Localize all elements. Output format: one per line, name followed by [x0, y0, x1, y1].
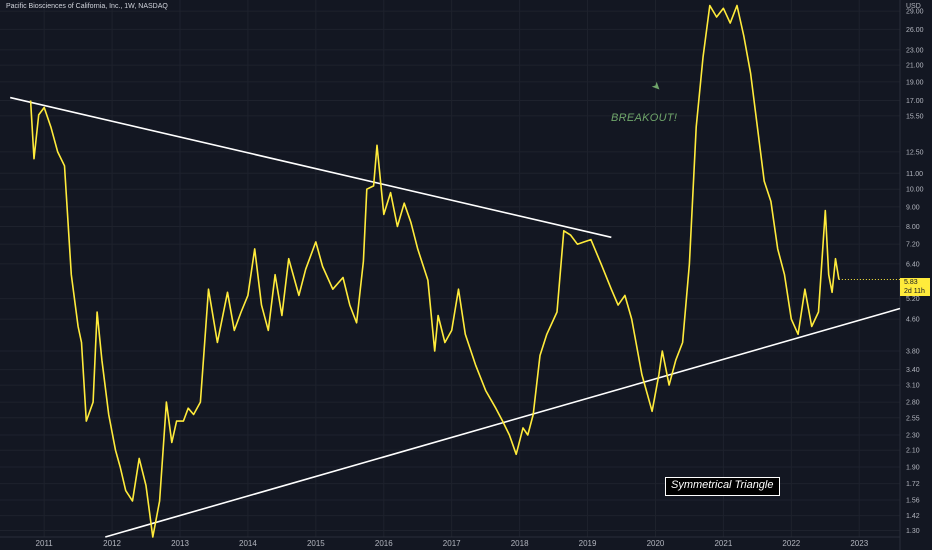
- y-tick-label: 1.30: [906, 528, 920, 535]
- x-tick-label: 2014: [239, 539, 257, 548]
- x-tick-label: 2020: [647, 539, 665, 548]
- y-tick-label: 8.00: [906, 224, 920, 231]
- x-tick-label: 2015: [307, 539, 325, 548]
- y-tick-label: 12.50: [906, 149, 924, 156]
- trendlines: [10, 96, 901, 538]
- symbol-title[interactable]: Pacific Biosciences of California, Inc.,…: [6, 3, 168, 10]
- y-tick-label: 3.80: [906, 349, 920, 356]
- y-tick-label: 21.00: [906, 63, 924, 70]
- y-axis: 29.00 26.00 23.00 21.00 19.00 17.00 15.50 12.50…: [906, 9, 924, 535]
- descending-trendline[interactable]: [10, 96, 612, 239]
- y-tick-label: 2.55: [906, 415, 920, 422]
- y-tick-label: 7.20: [906, 242, 920, 249]
- breakout-annotation[interactable]: BREAKOUT!: [611, 112, 678, 124]
- x-tick-label: 2021: [714, 539, 732, 548]
- y-tick-label: 3.40: [906, 367, 920, 374]
- y-tick-label: 1.90: [906, 464, 920, 471]
- y-tick-label: 4.60: [906, 317, 920, 324]
- y-tick-label: 26.00: [906, 27, 924, 34]
- y-tick-label: 1.42: [906, 513, 920, 520]
- x-tick-label: 2011: [36, 539, 54, 548]
- bar-countdown: 2d 11h: [904, 287, 925, 295]
- x-tick-label: 2017: [443, 539, 461, 548]
- x-tick-label: 2022: [782, 539, 800, 548]
- y-tick-label: 5.20: [906, 296, 920, 303]
- x-tick-label: 2018: [511, 539, 529, 548]
- last-price-badge: 5.83 2d 11h: [900, 278, 930, 296]
- y-tick-label: 17.00: [906, 98, 924, 105]
- y-tick-label: 6.40: [906, 261, 920, 268]
- pattern-label[interactable]: Symmetrical Triangle: [665, 477, 780, 496]
- y-tick-label: 2.30: [906, 433, 920, 440]
- y-tick-label: 23.00: [906, 47, 924, 54]
- gridlines: [0, 0, 901, 550]
- x-tick-label: 2023: [850, 539, 868, 548]
- y-tick-label: 2.10: [906, 448, 920, 455]
- y-tick-label: 15.50: [906, 113, 924, 120]
- x-axis: 2011 2012 2013 2014 2015 2016 2017 2018 2019 2020…: [36, 539, 869, 548]
- y-tick-label: 19.00: [906, 79, 924, 86]
- last-price: 5.83: [904, 279, 918, 286]
- y-tick-label: 2.80: [906, 400, 920, 407]
- y-tick-label: 1.56: [906, 497, 920, 504]
- y-tick-label: 3.10: [906, 383, 920, 390]
- price-line[interactable]: [29, 4, 840, 538]
- x-tick-label: 2013: [171, 539, 189, 548]
- currency-label: USD: [906, 3, 921, 10]
- x-tick-label: 2019: [579, 539, 597, 548]
- y-tick-label: 1.72: [906, 481, 920, 488]
- price-series: [29, 4, 900, 538]
- y-tick-label: 9.00: [906, 204, 920, 211]
- y-tick-label: 29.00: [906, 9, 924, 16]
- x-tick-label: 2012: [103, 539, 121, 548]
- y-tick-label: 10.00: [906, 187, 924, 194]
- y-tick-label: 11.00: [906, 171, 923, 178]
- x-tick-label: 2016: [375, 539, 393, 548]
